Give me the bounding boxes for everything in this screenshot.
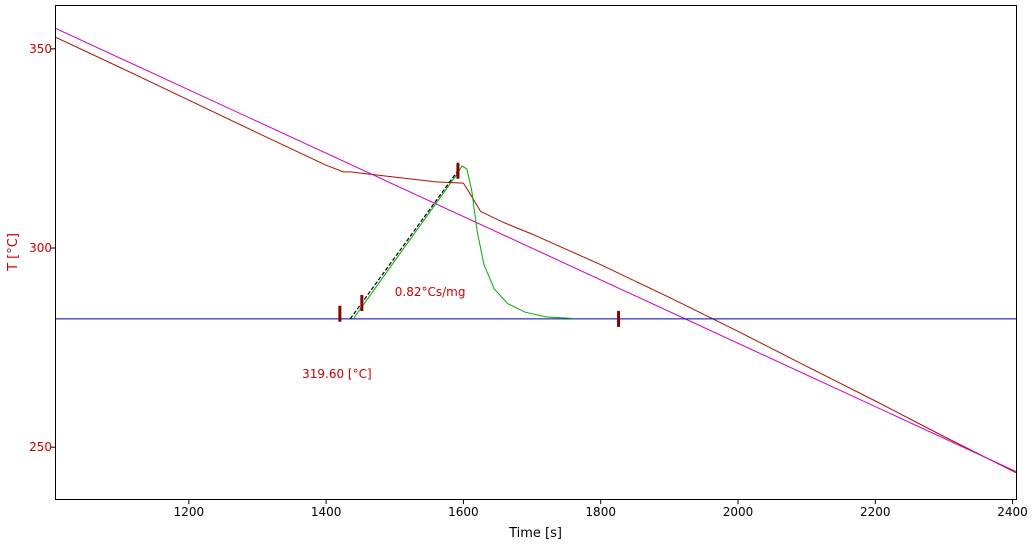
x-tick-label: 2000 [723,505,754,519]
x-tick-label: 1600 [448,505,479,519]
x-axis: 1200 1400 1600 1800 2000 2200 2400 [174,499,1028,519]
series-line-0 [55,36,1016,474]
x-tick-label: 2400 [997,505,1028,519]
x-tick-label: 1400 [311,505,342,519]
annotation-0: 0.82°Cs/mg [395,285,466,299]
plot-frame [55,5,1017,500]
annotation-1: 319.60 [°C] [302,367,372,381]
y-tick-label: 350 [29,42,52,56]
series-line-1 [55,27,1016,472]
x-axis-label: Time [s] [508,526,562,541]
y-tick-label: 300 [29,241,52,255]
series-layer [55,27,1016,474]
x-tick-label: 2200 [860,505,891,519]
series-line-4 [349,170,459,320]
x-tick-label: 1200 [174,505,205,519]
series-line-3 [353,165,574,319]
marker-layer [338,162,621,327]
annotation-layer: 0.82°Cs/mg 319.60 [°C] [302,285,465,381]
y-axis: 250 300 350 [29,42,55,454]
x-tick-label: 1800 [585,505,616,519]
y-tick-label: 250 [29,440,52,454]
y-axis-label: T [°C] [6,233,21,272]
